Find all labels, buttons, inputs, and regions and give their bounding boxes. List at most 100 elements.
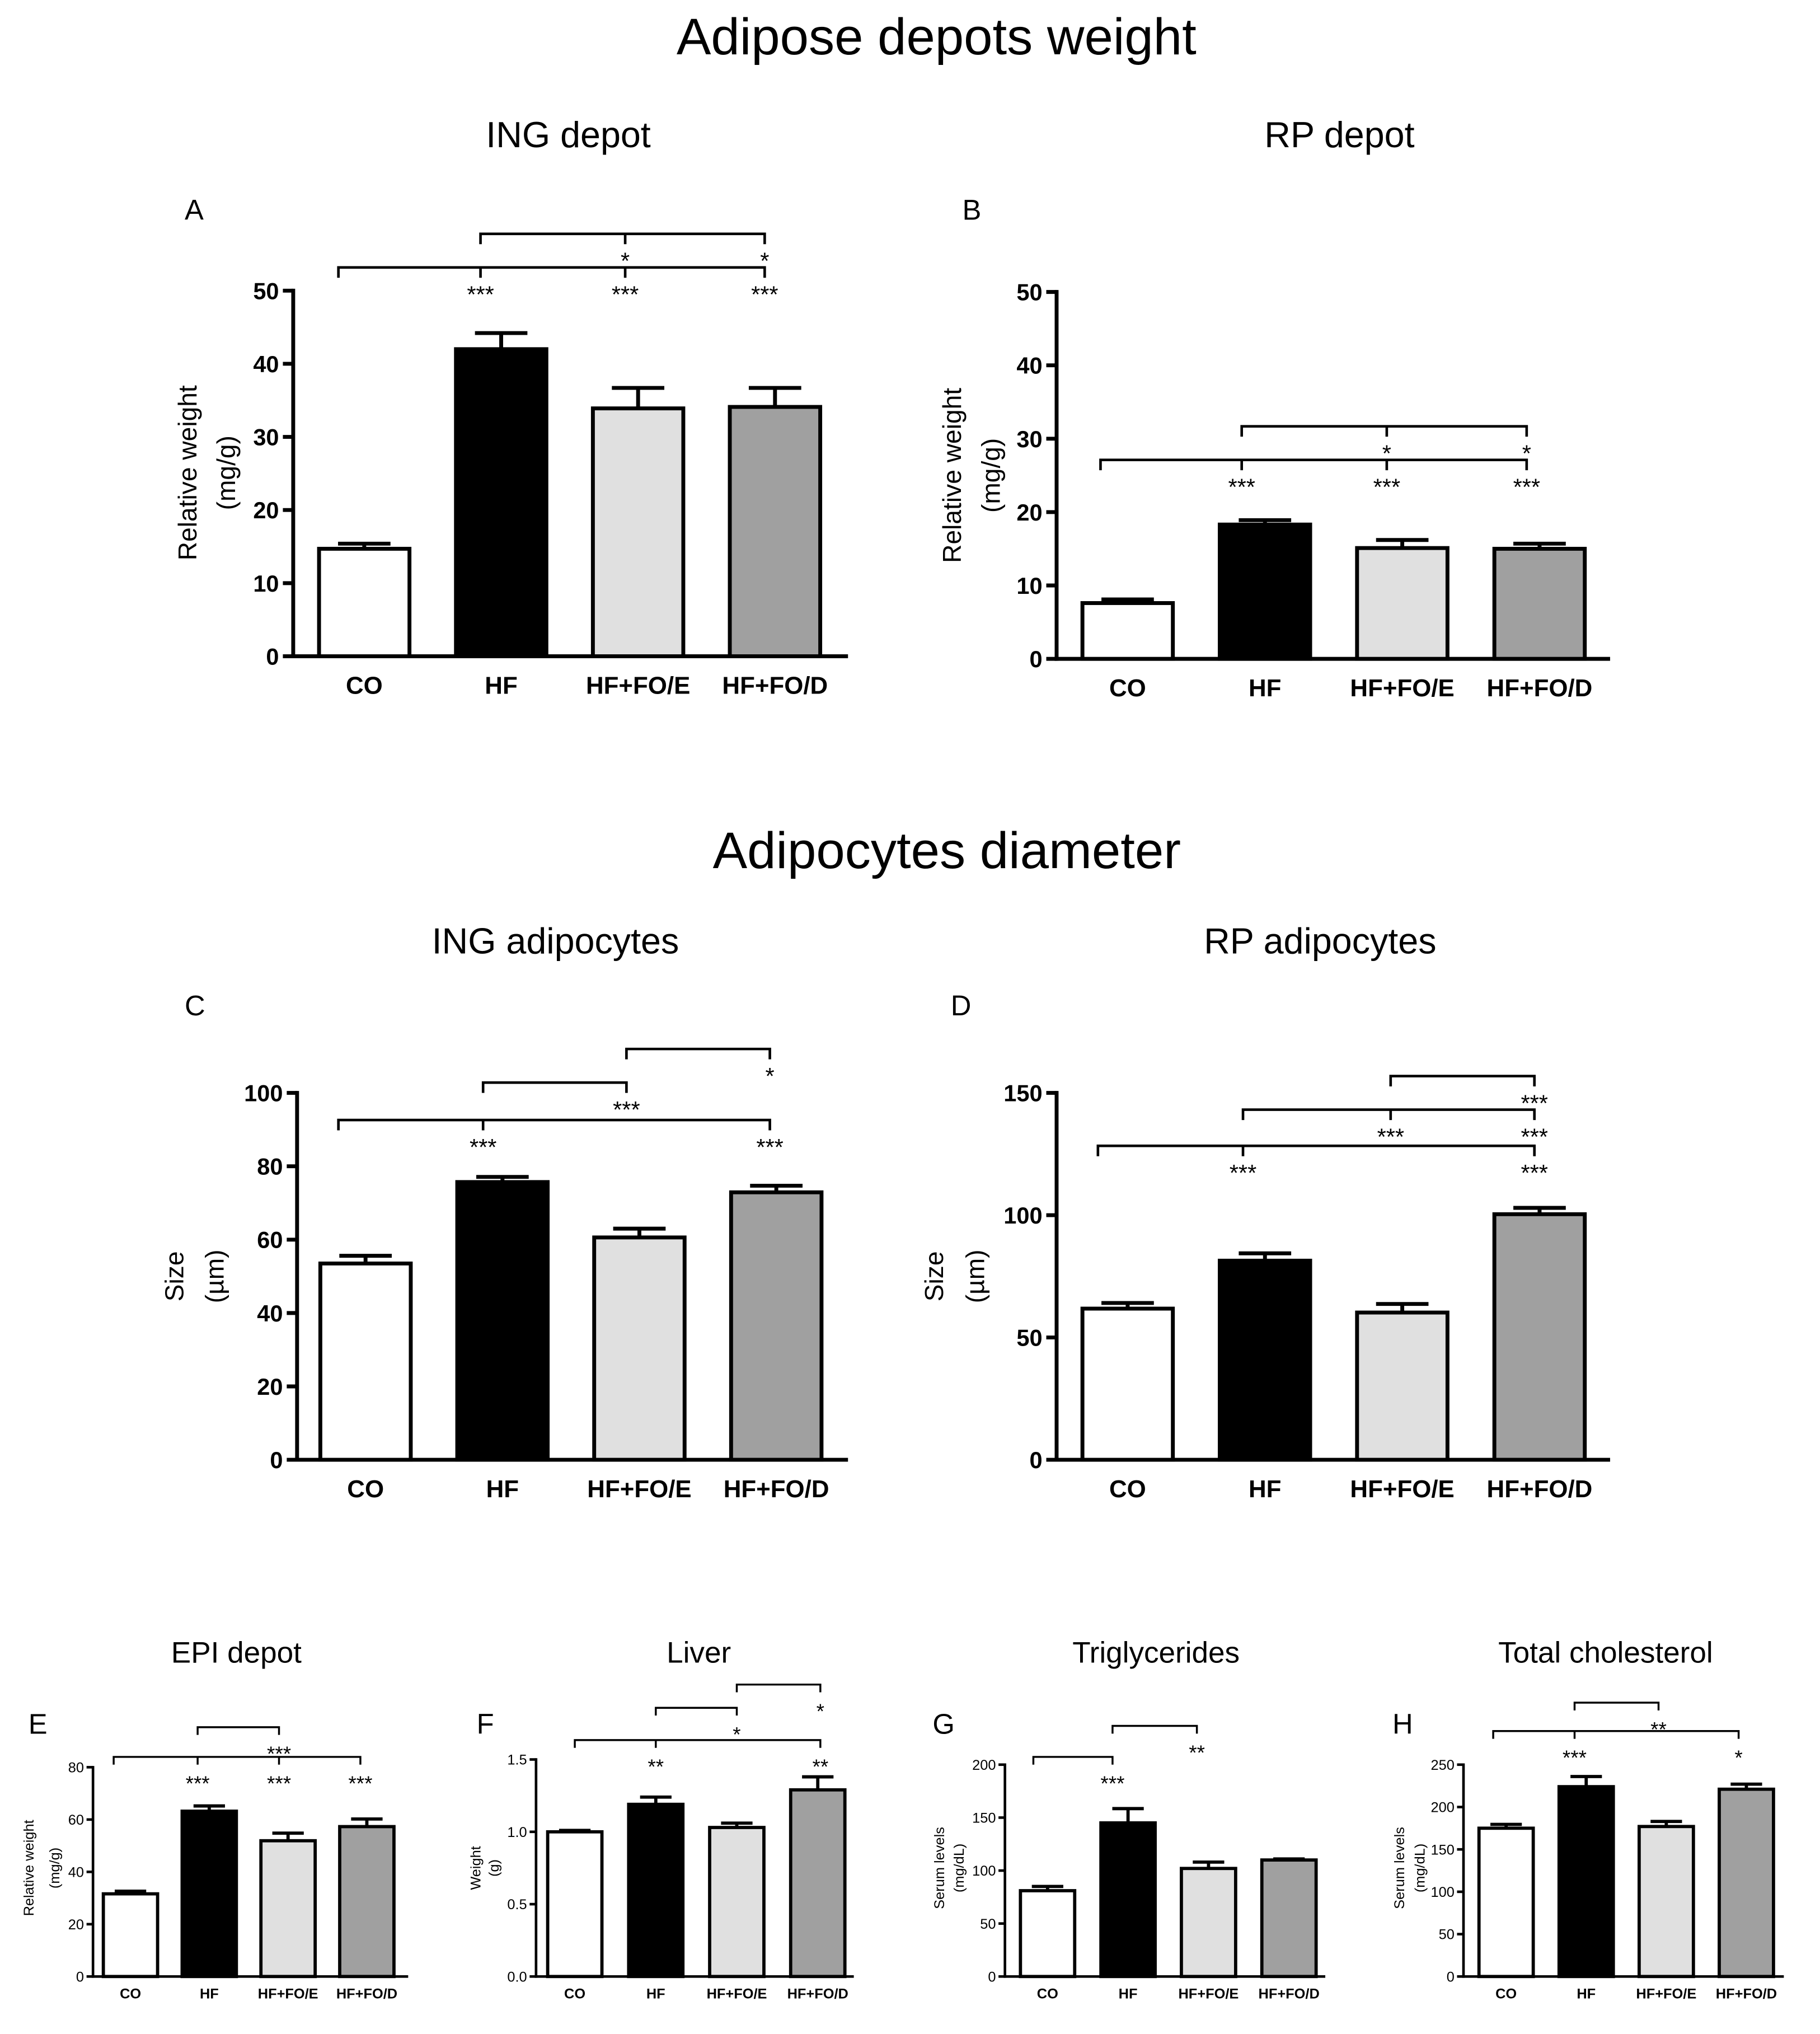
panel-d-significance-label-1-hf-fo-d: *** <box>1521 1160 1548 1186</box>
panel-c-title: ING adipocytes <box>432 921 679 961</box>
panel-h-error-bar-hf-fo-e <box>1650 1820 1682 1827</box>
panel-a-category-label-co: CO <box>346 672 383 699</box>
panel-g-y-tick-label-1: 50 <box>980 1916 996 1932</box>
panel-g-error-bar-co <box>1031 1885 1063 1891</box>
panel-c-significance-bracket-2 <box>481 1081 628 1093</box>
panel-h-category-label-hf: HF <box>1577 1986 1596 2002</box>
panel-e-bar-hf-fo-d <box>338 1825 396 1979</box>
panel-a-y-axis-label-1: Relative weight <box>173 385 202 560</box>
panel-h-bar-co <box>1477 1826 1535 1979</box>
panel-h-y-tick-label-3: 150 <box>1430 1842 1454 1858</box>
panel-b-bar-hf-fo-d <box>1492 546 1587 661</box>
panel-g-y-tick-label-4: 200 <box>972 1758 996 1773</box>
panel-e-y-tick-label-4: 80 <box>68 1760 84 1776</box>
panel-a-significance-bracket-2 <box>479 232 766 245</box>
panel-c-bar-hf-fo-e <box>592 1235 687 1462</box>
panel-c-error-bar-hf <box>476 1175 529 1182</box>
section-title-adipocytes-diameter: Adipocytes diameter <box>713 821 1181 879</box>
panel-b-significance-label-1-hf-fo-e: *** <box>1373 474 1401 500</box>
panel-f-bar-hf <box>627 1802 685 1979</box>
panel-e-bar-hf <box>180 1810 238 1979</box>
panel-d-significance-label-2-hf-fo-e: *** <box>1377 1124 1405 1150</box>
panel-b-category-label-co: CO <box>1109 674 1146 702</box>
panel-g-significance-bracket-2 <box>1111 1724 1198 1734</box>
panel-e-category-label-hf-fo-d: HF+FO/D <box>336 1986 397 2002</box>
panel-a-bar-hf-fo-e <box>590 406 686 658</box>
panel-c-bar-hf <box>455 1180 550 1462</box>
panel-f-category-label-hf: HF <box>646 1986 665 2002</box>
panel-b-title: RP depot <box>1264 115 1414 155</box>
panel-a-bar-co <box>317 546 412 658</box>
panel-g-y-axis-label-1: Serum levels <box>932 1827 947 1909</box>
panel-b-y-tick-label-4: 40 <box>1016 353 1042 379</box>
panel-d-error-bar-hf-fo-d <box>1513 1206 1566 1215</box>
panel-d: RP adipocytes D Size (µm) 0 50 100 150 CO HF HF+FO… <box>920 921 1610 1503</box>
panel-g-letter: G <box>932 1708 955 1740</box>
panel-a-significance-label-1-hf-fo-d: *** <box>751 282 778 308</box>
panel-a-error-bar-hf-fo-d <box>748 386 801 407</box>
panel-d-y-tick-label-1: 50 <box>1016 1325 1042 1351</box>
panel-a-bar-hf <box>454 347 548 658</box>
panel-d-significance-bracket-3 <box>1389 1075 1536 1087</box>
panel-a-y-axis-label-2: (mg/g) <box>212 435 241 510</box>
panel-h-error-bar-hf-fo-d <box>1730 1782 1762 1789</box>
panel-b-error-bar-hf-fo-d <box>1513 541 1566 549</box>
panel-d-significance-bracket-1 <box>1096 1144 1536 1156</box>
panel-e-significance-label-1-hf: *** <box>186 1772 210 1795</box>
panel-c-significance-label-1-hf: *** <box>470 1134 496 1160</box>
panel-b-error-bar-hf-fo-e <box>1376 538 1429 549</box>
panel-b-y-tick-label-5: 50 <box>1016 279 1042 306</box>
panel-c-y-tick-label-1: 20 <box>257 1374 283 1400</box>
panel-e-error-bar-hf-fo-e <box>272 1831 304 1841</box>
panel-e-category-label-hf-fo-e: HF+FO/E <box>258 1986 318 2002</box>
panel-b-category-label-hf-fo-d: HF+FO/D <box>1487 674 1593 702</box>
panel-h-y-axis-label-1: Serum levels <box>1392 1827 1408 1909</box>
panel-a: ING depot A Relative weight (mg/g) 0 10 20 30 40… <box>173 115 848 699</box>
panel-d-y-axis-label-2: (µm) <box>961 1249 990 1303</box>
panel-c-significance-label-2-hf-fo-e: *** <box>613 1096 640 1123</box>
panel-f-significance-label-1-hf-fo-d: ** <box>812 1755 828 1778</box>
panel-f-significance-bracket-1 <box>574 1739 822 1748</box>
panel-g-y-axis-label-2: (mg/dL) <box>951 1844 967 1892</box>
panel-f-significance-bracket-3 <box>735 1683 822 1693</box>
panel-b-y-tick-label-3: 30 <box>1016 426 1042 452</box>
panel-b-significance-bracket-1 <box>1099 458 1528 471</box>
panel-g-category-label-hf-fo-d: HF+FO/D <box>1259 1986 1320 2002</box>
panel-h-category-label-co: CO <box>1495 1986 1517 2002</box>
panel-c-category-label-hf-fo-d: HF+FO/D <box>724 1475 829 1503</box>
panel-g-error-bar-hf-fo-d <box>1273 1857 1305 1861</box>
panel-h-error-bar-hf <box>1570 1775 1602 1787</box>
panel-e-significance-bracket-2 <box>196 1726 280 1735</box>
panel-d-error-bar-hf <box>1239 1251 1292 1261</box>
panel-f-y-axis-label-1: Weight <box>468 1846 484 1890</box>
panel-b-bar-hf <box>1218 522 1312 661</box>
panel-f-error-bar-hf-fo-e <box>721 1821 753 1828</box>
panel-c-significance-label-3-hf-fo-d: * <box>765 1063 774 1089</box>
panel-c-bar-hf-fo-d <box>729 1190 824 1462</box>
panel-a-significance-label-2-hf-fo-e: * <box>621 248 630 274</box>
panel-g-significance-label-2-hf-fo-e: ** <box>1189 1741 1205 1764</box>
panel-d-category-label-hf: HF <box>1249 1475 1281 1503</box>
panel-h-y-axis-label-2: (mg/dL) <box>1413 1844 1428 1892</box>
panel-b-y-tick-label-0: 0 <box>1029 646 1042 672</box>
panel-e-significance-label-2-hf-fo-e: *** <box>267 1742 291 1765</box>
panel-g-error-bar-hf <box>1112 1807 1144 1823</box>
panel-g: Triglycerides G Serum levels (mg/dL) 0 50 100 1… <box>932 1636 1326 2002</box>
panel-a-significance-label-1-hf-fo-e: *** <box>612 282 639 308</box>
panel-h-bar-hf-fo-e <box>1637 1825 1695 1979</box>
panel-a-category-label-hf: HF <box>485 672 517 699</box>
panel-a-y-tick-label-2: 20 <box>253 497 279 523</box>
panel-c-bar-co <box>318 1261 413 1462</box>
panel-f-bar-co <box>546 1830 604 1979</box>
panel-b-significance-bracket-2 <box>1240 425 1528 437</box>
panel-e-y-tick-label-0: 0 <box>76 1969 84 1985</box>
panel-h-letter: H <box>1392 1708 1413 1740</box>
panel-c-error-bar-co <box>339 1254 392 1264</box>
panel-f-significance-label-3-hf-fo-d: * <box>817 1700 824 1723</box>
panel-h-error-bar-co <box>1490 1822 1522 1829</box>
panel-e-bar-co <box>101 1892 160 1979</box>
panel-g-category-label-hf-fo-e: HF+FO/E <box>1178 1986 1239 2002</box>
panel-f-y-tick-label-1: 0.5 <box>507 1897 527 1913</box>
panel-c-significance-bracket-3 <box>625 1047 771 1060</box>
panel-g-significance-label-1-hf: *** <box>1100 1772 1124 1795</box>
